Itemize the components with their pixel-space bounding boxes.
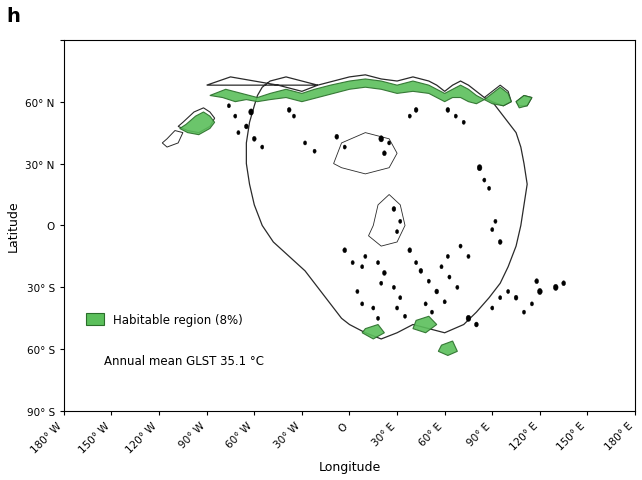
Circle shape bbox=[245, 125, 248, 130]
Circle shape bbox=[523, 311, 526, 314]
Circle shape bbox=[514, 296, 518, 300]
Polygon shape bbox=[516, 96, 532, 108]
Polygon shape bbox=[362, 325, 385, 339]
Polygon shape bbox=[484, 86, 511, 107]
Circle shape bbox=[356, 290, 359, 294]
Polygon shape bbox=[334, 133, 397, 175]
Circle shape bbox=[498, 240, 502, 245]
Circle shape bbox=[399, 296, 402, 300]
Circle shape bbox=[424, 302, 427, 306]
Legend: Habitable region (8%): Habitable region (8%) bbox=[82, 309, 248, 331]
Circle shape bbox=[376, 317, 379, 321]
Circle shape bbox=[440, 265, 443, 269]
Polygon shape bbox=[180, 113, 214, 135]
Circle shape bbox=[379, 136, 383, 143]
Circle shape bbox=[399, 220, 402, 224]
Circle shape bbox=[408, 115, 412, 119]
Circle shape bbox=[395, 230, 399, 234]
Circle shape bbox=[459, 244, 462, 249]
Circle shape bbox=[313, 150, 316, 154]
Circle shape bbox=[392, 286, 395, 290]
Circle shape bbox=[343, 146, 346, 150]
Circle shape bbox=[383, 152, 386, 156]
Polygon shape bbox=[178, 108, 214, 133]
Circle shape bbox=[499, 296, 502, 300]
Circle shape bbox=[430, 311, 433, 314]
Polygon shape bbox=[210, 80, 484, 105]
Circle shape bbox=[435, 289, 438, 294]
Polygon shape bbox=[162, 131, 183, 148]
Circle shape bbox=[248, 109, 254, 116]
Circle shape bbox=[287, 108, 291, 113]
Circle shape bbox=[483, 179, 486, 183]
Circle shape bbox=[562, 281, 566, 286]
Circle shape bbox=[408, 248, 412, 253]
Circle shape bbox=[343, 248, 347, 253]
Text: Annual mean GLST 35.1 °C: Annual mean GLST 35.1 °C bbox=[104, 354, 264, 367]
Circle shape bbox=[261, 146, 264, 150]
Circle shape bbox=[304, 142, 307, 146]
Circle shape bbox=[456, 286, 459, 290]
Circle shape bbox=[414, 108, 418, 113]
Text: h: h bbox=[7, 7, 21, 26]
Polygon shape bbox=[207, 76, 527, 339]
Circle shape bbox=[477, 165, 482, 171]
Polygon shape bbox=[484, 88, 511, 107]
Circle shape bbox=[490, 306, 494, 311]
Circle shape bbox=[361, 302, 364, 306]
Circle shape bbox=[372, 306, 375, 311]
Circle shape bbox=[388, 142, 391, 146]
Circle shape bbox=[419, 269, 423, 274]
Circle shape bbox=[553, 285, 558, 291]
Circle shape bbox=[530, 302, 534, 306]
Circle shape bbox=[234, 115, 237, 119]
Circle shape bbox=[537, 289, 542, 295]
Circle shape bbox=[383, 271, 386, 276]
Circle shape bbox=[494, 220, 497, 224]
Circle shape bbox=[467, 255, 470, 259]
Y-axis label: Latitude: Latitude bbox=[7, 200, 20, 252]
Circle shape bbox=[364, 255, 367, 259]
Circle shape bbox=[237, 131, 240, 135]
X-axis label: Longitude: Longitude bbox=[318, 460, 381, 473]
Circle shape bbox=[292, 115, 295, 119]
Circle shape bbox=[446, 108, 450, 113]
Circle shape bbox=[454, 115, 457, 119]
Circle shape bbox=[227, 105, 230, 108]
Polygon shape bbox=[516, 96, 532, 107]
Circle shape bbox=[462, 121, 465, 125]
Circle shape bbox=[379, 282, 383, 286]
Circle shape bbox=[448, 276, 451, 279]
Circle shape bbox=[351, 261, 354, 265]
Circle shape bbox=[535, 279, 539, 284]
Circle shape bbox=[395, 306, 399, 311]
Circle shape bbox=[443, 300, 446, 304]
Circle shape bbox=[490, 228, 494, 232]
Polygon shape bbox=[369, 195, 405, 247]
Polygon shape bbox=[413, 317, 437, 333]
Circle shape bbox=[474, 323, 478, 327]
Circle shape bbox=[376, 261, 379, 265]
Circle shape bbox=[507, 290, 510, 294]
Circle shape bbox=[392, 207, 396, 212]
Circle shape bbox=[403, 314, 406, 319]
Circle shape bbox=[335, 135, 339, 140]
Circle shape bbox=[361, 265, 364, 269]
Circle shape bbox=[446, 255, 449, 259]
Circle shape bbox=[487, 187, 490, 191]
Polygon shape bbox=[438, 341, 457, 356]
Circle shape bbox=[466, 315, 471, 322]
Circle shape bbox=[252, 137, 256, 142]
Circle shape bbox=[427, 279, 430, 284]
Circle shape bbox=[415, 261, 418, 265]
